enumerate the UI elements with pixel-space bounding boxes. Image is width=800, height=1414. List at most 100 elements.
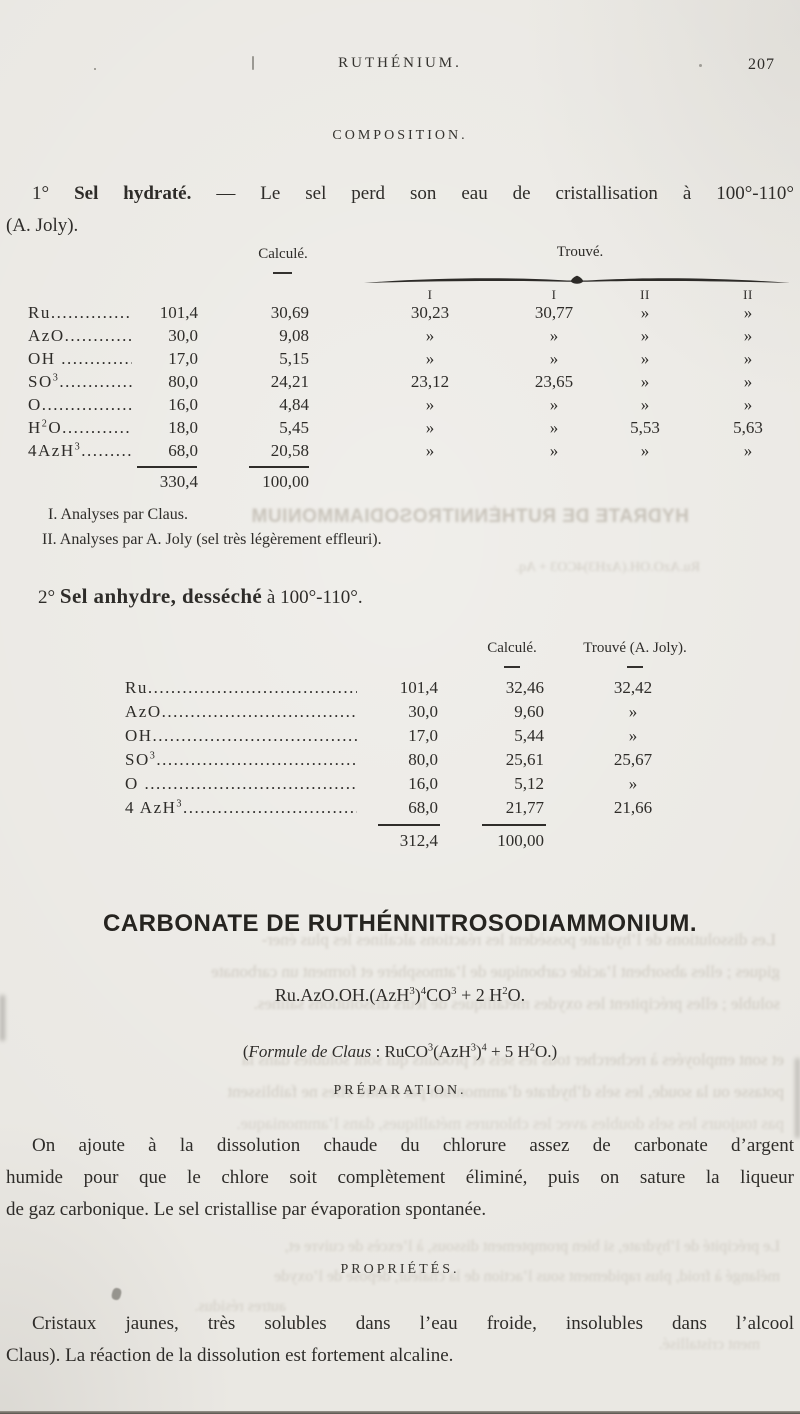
cell-trouve: » — [628, 774, 638, 793]
cell-trouve: 25,67 — [613, 750, 653, 769]
table2-body: Ru......................................… — [0, 678, 800, 822]
paragraph-line: Claus). La réaction de la dissolution es… — [6, 1345, 454, 1366]
table1-note-2: II. Analyses par A. Joly (sel très légèr… — [42, 531, 382, 548]
cell-weight: 101,4 — [159, 303, 198, 322]
subcol-label: II — [743, 287, 753, 302]
table-row: Ru......................................… — [0, 678, 800, 702]
cell-weight: 80,0 — [408, 750, 438, 769]
cell-calcule: 5,44 — [514, 726, 544, 745]
cell-trouve-1: 23,12 — [410, 372, 450, 391]
cell-species: OH......................................… — [125, 726, 357, 745]
cell-weight: 18,0 — [168, 418, 198, 437]
section-heading-preparation: PRÉPARATION. — [333, 1083, 467, 1098]
cell-trouve-4: 5,63 — [733, 418, 763, 437]
cell-species: 4AzH3................... — [28, 441, 132, 460]
ink-speck — [252, 56, 254, 70]
cell-species: 4 AzH3..................................… — [125, 798, 357, 817]
cell-trouve-1: 30,23 — [410, 303, 450, 322]
table2-total-calc: 100,00 — [497, 831, 544, 850]
sum-rule — [378, 824, 440, 826]
table-row: AzO.....................................… — [0, 702, 800, 726]
cell-trouve-1: » — [425, 326, 435, 345]
cell-trouve-4: » — [743, 441, 753, 460]
cell-trouve-3: » — [640, 326, 650, 345]
cell-trouve-3: » — [640, 395, 650, 414]
cell-species: Ru......................................… — [125, 678, 357, 697]
cell-weight: 68,0 — [168, 441, 198, 460]
cell-weight: 16,0 — [168, 395, 198, 414]
bleedthrough-text: HYDRATE DE RUTHÉNNITROSODIAMMONIUM — [251, 506, 689, 527]
paren: ( — [242, 1042, 249, 1061]
dash-rule — [273, 272, 292, 274]
cell-species: AzO.....................................… — [125, 702, 357, 721]
paragraph-line: On ajoute à la dissolution chaude du chl… — [32, 1135, 794, 1156]
cell-trouve-4: » — [743, 395, 753, 414]
table-row: 4AzH3................... 68,0 20,58 » » … — [0, 441, 800, 464]
cell-trouve-3: » — [640, 441, 650, 460]
cell-trouve-2: 30,77 — [534, 303, 574, 322]
cell-trouve-1: » — [425, 349, 435, 368]
cell-trouve-2: » — [549, 326, 559, 345]
paragraph-line: Cristaux jaunes, très solubles dans l’ea… — [32, 1313, 794, 1334]
term-sel-hydrate: Sel hydraté. — [74, 183, 192, 204]
item-number: 2° — [38, 587, 56, 608]
cell-calcule: 5,15 — [279, 349, 309, 368]
subcol-label: I — [427, 287, 433, 302]
cell-trouve-2: » — [549, 395, 559, 414]
cell-trouve-3: » — [640, 349, 650, 368]
subcol-label: I — [551, 287, 557, 302]
bleedthrough-text: Le précipité de l’hydrate, si bien promp… — [284, 1238, 780, 1255]
cell-calcule: 30,69 — [270, 303, 309, 322]
table1-subheader-row: I I II II — [0, 287, 800, 304]
cell-weight: 16,0 — [408, 774, 438, 793]
page-number: 207 — [748, 56, 775, 73]
table2-total-weight: 312,4 — [399, 831, 438, 850]
table1-body: Ru...................... 101,4 30,69 30,… — [0, 303, 800, 464]
subcol-label: II — [640, 287, 650, 302]
cell-calcule: 32,46 — [505, 678, 544, 697]
cell-trouve-4: » — [743, 349, 753, 368]
cell-trouve: » — [628, 702, 638, 721]
formula-label-italic: Formule de Claus — [248, 1042, 372, 1061]
cell-trouve-4: » — [743, 372, 753, 391]
table1-note-1: I. Analyses par Claus. — [48, 506, 188, 523]
trouve-brace-rule — [364, 275, 790, 284]
cell-calcule: 5,12 — [514, 774, 544, 793]
cell-species: O....................... — [28, 395, 132, 414]
table-row: 4 AzH3..................................… — [0, 798, 800, 822]
cell-trouve: 32,42 — [613, 678, 653, 697]
bleedthrough-text: Ru.AzO.OH.(AzH3)4CO3 + Aq. — [515, 560, 700, 575]
cell-trouve-2: » — [549, 349, 559, 368]
page-edge-mark — [0, 995, 5, 1041]
claus-formula-text: : RuCO3(AzH3)4 + 5 H2O.) — [371, 1042, 558, 1061]
cell-weight: 68,0 — [408, 798, 438, 817]
cell-species: O ......................................… — [125, 774, 357, 793]
sum-rule — [137, 466, 197, 468]
heading-text: à 100°-110°. — [262, 587, 363, 608]
page-edge-mark — [795, 1058, 800, 1138]
sum-rule — [482, 824, 546, 826]
table-row: SO3.....................................… — [0, 750, 800, 774]
dash-rule — [504, 666, 520, 668]
cell-species: Ru...................... — [28, 303, 132, 322]
cell-weight: 17,0 — [408, 726, 438, 745]
cell-trouve: » — [628, 726, 638, 745]
table1-col-calcule: Calculé. — [258, 246, 308, 262]
section-heading-proprietes: PROPRIÉTÉS. — [340, 1262, 460, 1277]
paragraph-text: — Le sel perd son eau de cristallisation… — [191, 183, 795, 204]
cell-weight: 17,0 — [168, 349, 198, 368]
scan-bottom-edge — [0, 1411, 800, 1414]
cell-calcule: 9,08 — [279, 326, 309, 345]
paragraph-preparation: On ajoute à la dissolution chaude du chl… — [6, 1130, 794, 1226]
cell-trouve-2: » — [549, 441, 559, 460]
cell-trouve-1: » — [425, 395, 435, 414]
section-heading-composition: COMPOSITION. — [332, 128, 468, 143]
cell-trouve-2: 23,65 — [534, 372, 574, 391]
cell-trouve-2: » — [549, 418, 559, 437]
table-row: O....................... 16,0 4,84 » » »… — [0, 395, 800, 418]
ink-speck — [94, 68, 96, 70]
table-row: SO3..................... 80,0 24,21 23,1… — [0, 372, 800, 395]
cell-calcule: 9,60 — [514, 702, 544, 721]
paragraph-line: humide pour que le chlore soit complètem… — [6, 1167, 794, 1188]
table2-col-trouve: Trouvé (A. Joly). — [583, 640, 687, 656]
